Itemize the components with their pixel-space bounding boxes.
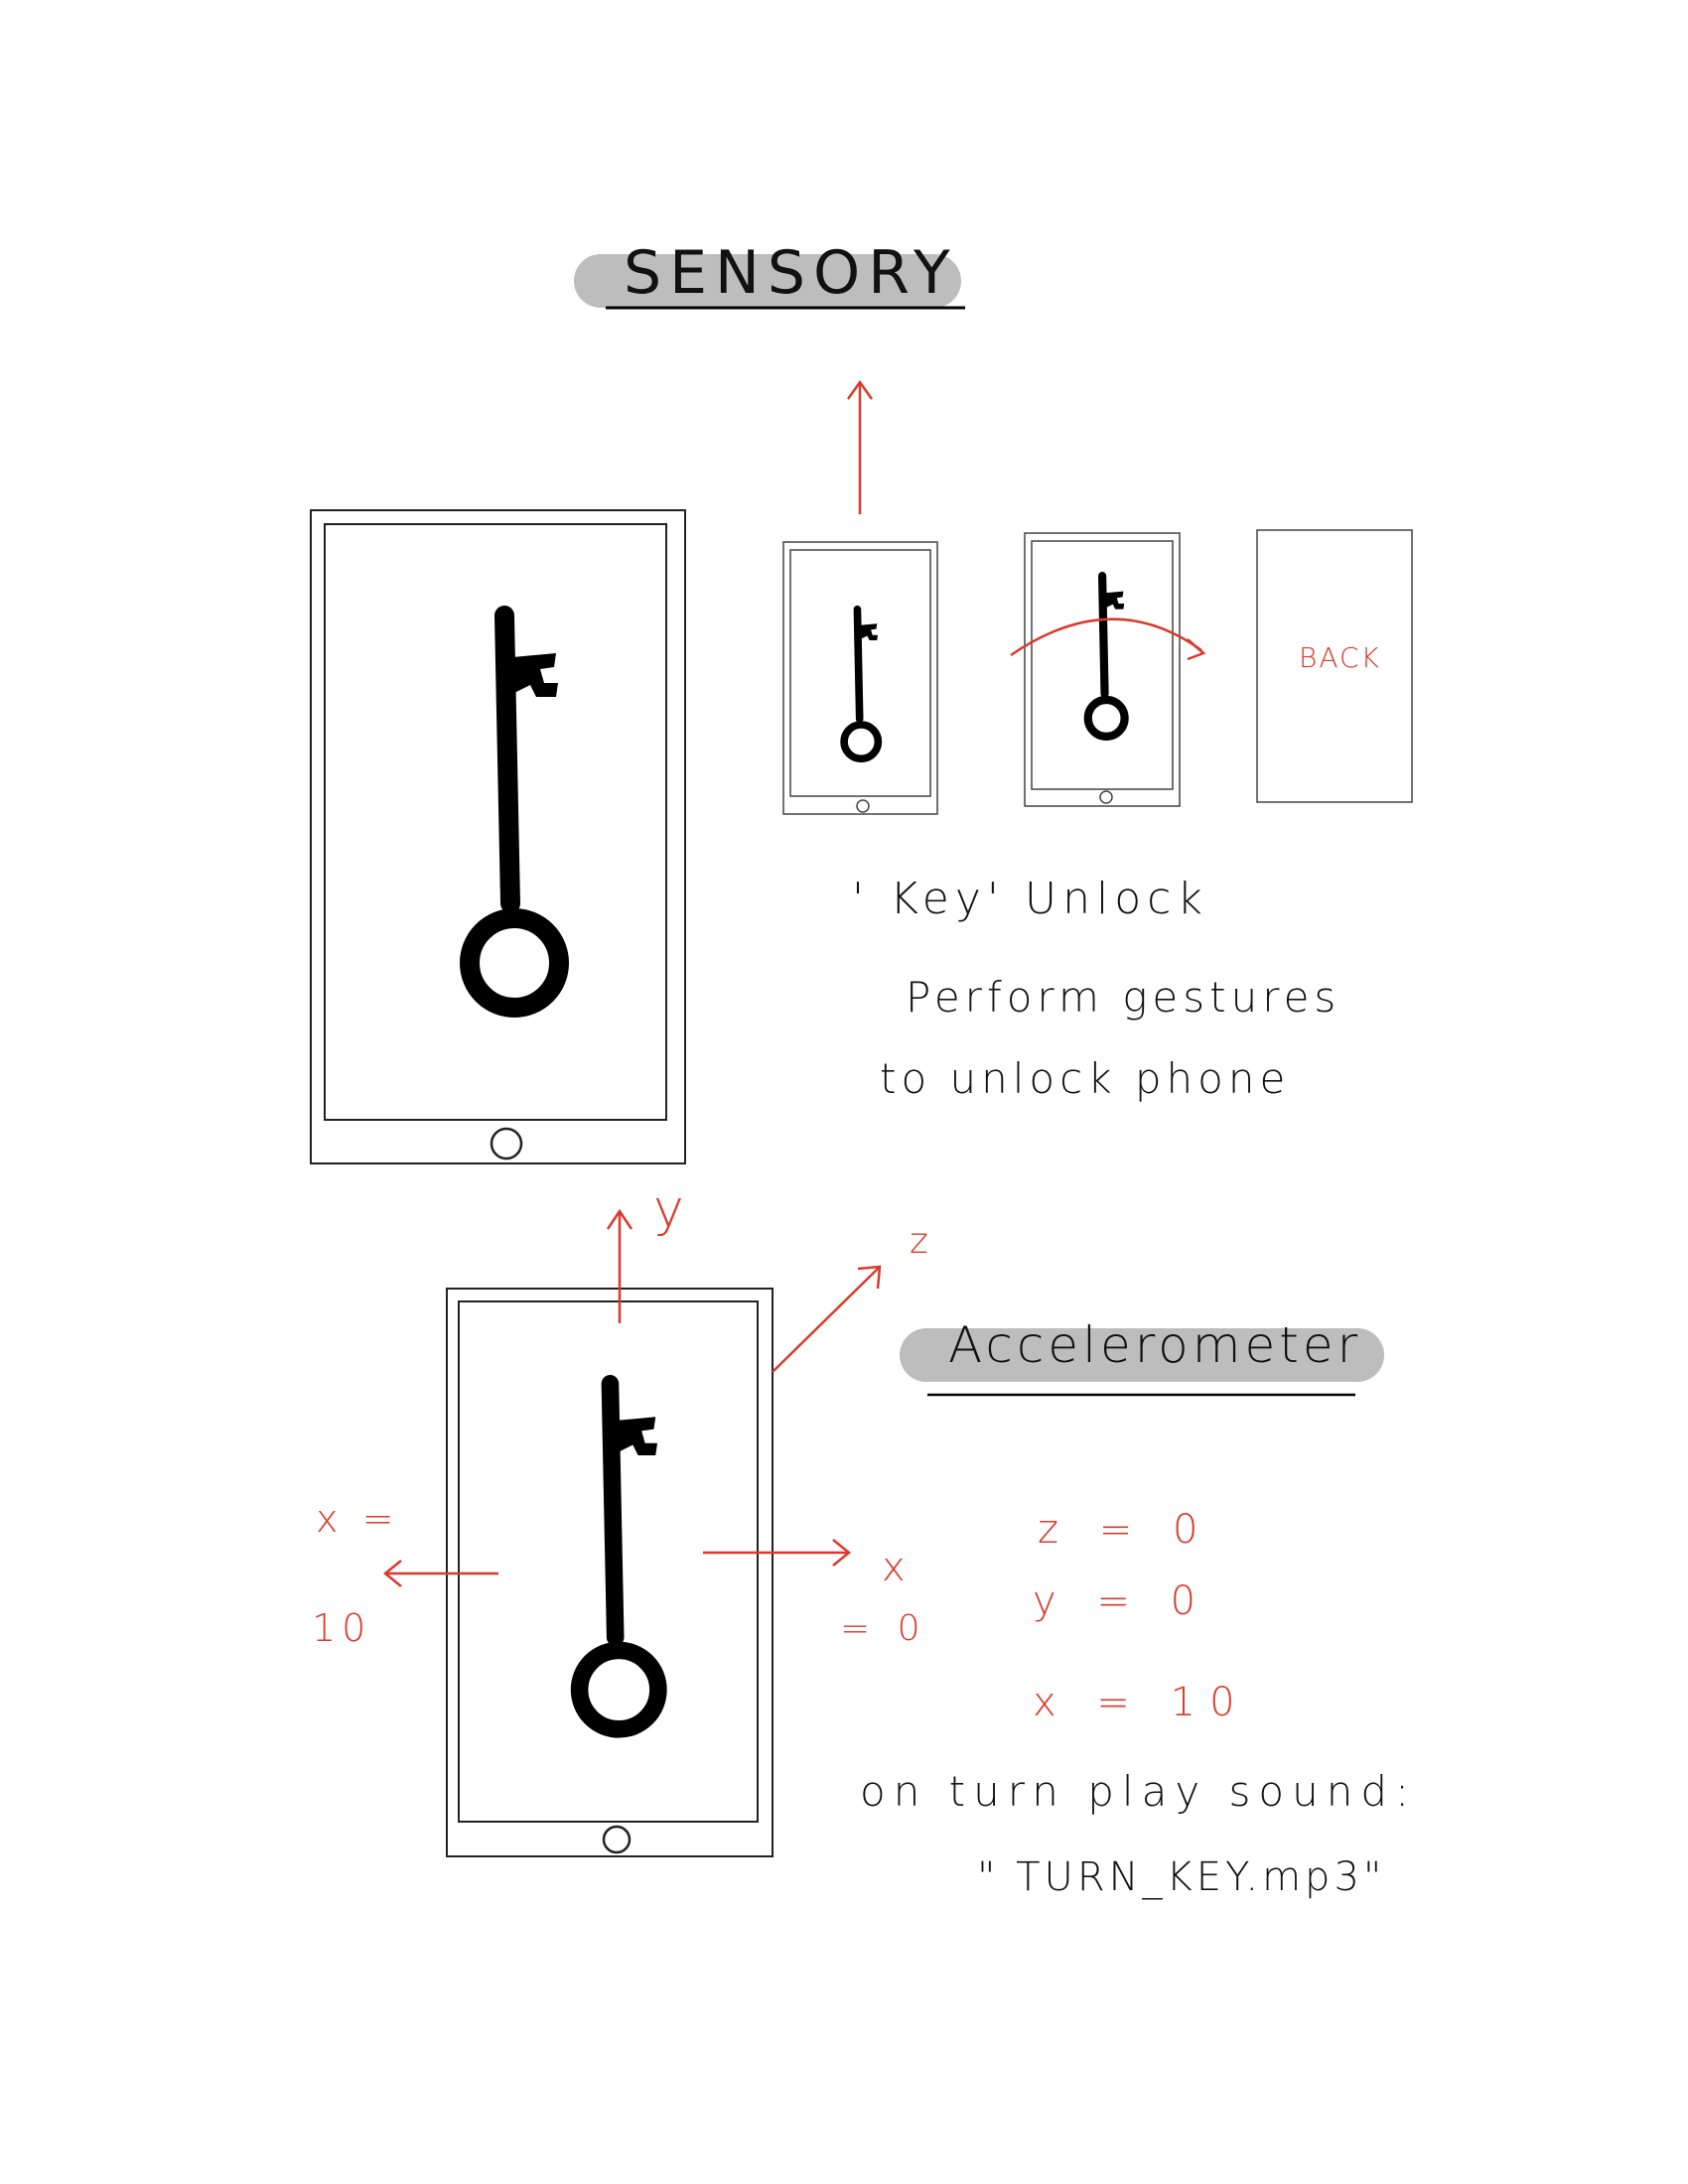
sensory-title: SENSORY [624,238,958,308]
key-unlock-line1: Perform gestures [906,973,1341,1022]
readout-x: x = 10 [1033,1680,1249,1725]
axis-x-left-value: 10 [312,1606,372,1650]
key-unlock-heading: ' Key' Unlock [852,874,1208,924]
accelerometer-title: Accelerometer [948,1316,1362,1374]
accelerometer-title-pill [900,1328,1384,1382]
sound-line2: " TURN_KEY.mp3" [977,1854,1386,1900]
axis-y-label: y [653,1179,684,1239]
axis-z-arrow [772,1265,882,1373]
phone-step-1 [782,541,938,815]
phone-step-2 [1010,532,1206,807]
phone-large-key [310,509,686,1164]
arrow-up-to-sensory [846,379,874,514]
rotation-arrow [1010,617,1206,661]
readout-y: y = 0 [1033,1578,1210,1624]
phone-step-3-back [1256,529,1413,803]
axis-x-right-arrow [703,1539,851,1567]
readout-z: z = 0 [1038,1507,1212,1553]
axis-y-arrow [606,1208,633,1323]
key-unlock-line2: to unlock phone [880,1054,1291,1103]
axis-z-label: z [910,1221,928,1262]
axis-x-left-arrow [383,1560,498,1587]
sound-line1: on turn play sound: [860,1767,1418,1816]
axis-x-right-label: x [882,1545,906,1590]
sensory-title-pill [574,254,961,308]
axis-x-right-value: = 0 [840,1608,928,1649]
back-label: BACK [1299,641,1381,674]
axis-x-left-label: x = [316,1497,400,1541]
